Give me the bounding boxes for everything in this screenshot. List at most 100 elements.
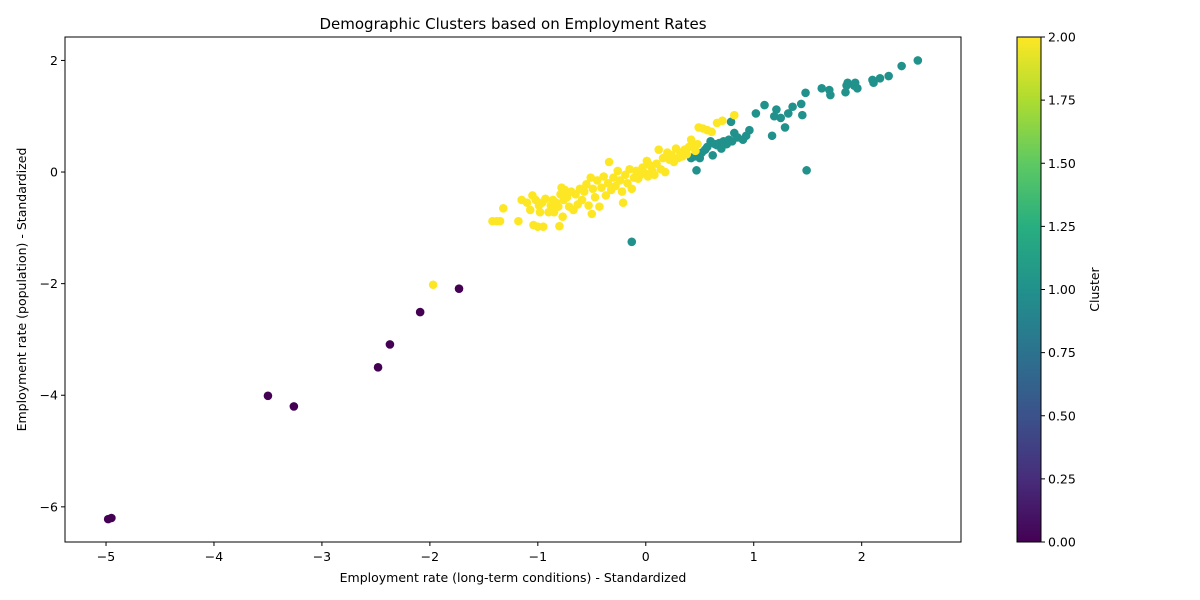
scatter-point	[541, 194, 550, 204]
y-tick-label: 2	[50, 53, 58, 68]
scatter-point	[590, 192, 600, 202]
scatter-point	[597, 183, 606, 192]
scatter-point	[595, 202, 604, 211]
scatter-point	[627, 184, 637, 194]
scatter-point	[801, 88, 810, 98]
y-tick-label: 0	[50, 165, 58, 180]
scatter-point	[535, 207, 545, 217]
colorbar-label: Cluster	[1087, 266, 1102, 311]
scatter-point	[682, 149, 692, 159]
scatter-point	[588, 184, 598, 194]
scatter-point	[667, 151, 676, 160]
scatter-point	[603, 178, 613, 188]
scatter-point	[373, 363, 383, 372]
plot-area	[64, 36, 962, 543]
scatter-point	[798, 110, 807, 120]
scatter-point	[853, 84, 862, 93]
scatter-point	[289, 402, 299, 411]
scatter-point	[718, 116, 727, 125]
colorbar-tick-label: 0.50	[1048, 408, 1076, 423]
x-tick-label: −5	[97, 549, 115, 564]
x-tick-label: 2	[858, 549, 866, 564]
x-tick-label: 1	[750, 549, 758, 564]
colorbar-gradient	[1017, 37, 1041, 542]
y-axis-ticks: −6 −4 −2 0 2	[40, 53, 65, 514]
scatter-point	[584, 201, 593, 210]
scatter-point	[599, 172, 608, 181]
scatter-point	[601, 191, 611, 200]
scatter-point	[609, 173, 618, 182]
colorbar-tick-label: 1.75	[1048, 93, 1076, 108]
scatter-point	[555, 221, 564, 231]
scatter-point	[654, 145, 664, 155]
scatter-point	[802, 166, 811, 175]
scatter-point	[869, 78, 878, 88]
scatter-point	[582, 180, 591, 189]
scatter-point	[587, 209, 597, 219]
y-tick-label: −2	[40, 276, 58, 291]
x-tick-label: 0	[642, 549, 650, 564]
colorbar-tick-label: 0.75	[1048, 345, 1076, 360]
scatter-point	[772, 105, 781, 114]
scatter-point	[660, 167, 670, 177]
y-tick-label: −4	[40, 388, 58, 403]
scatter-point	[613, 166, 623, 176]
scatter-point	[692, 166, 701, 175]
scatter-point	[707, 127, 716, 137]
scatter-point	[751, 109, 761, 118]
scatter-point	[495, 216, 505, 226]
scatter-point	[884, 71, 893, 81]
scatter-point	[415, 307, 425, 317]
scatter-point	[107, 513, 116, 523]
scatter-point	[817, 84, 827, 93]
scatter-point	[897, 61, 906, 71]
scatter-point	[841, 87, 850, 97]
scatter-point	[525, 205, 535, 215]
colorbar-tick-label: 1.50	[1048, 156, 1076, 171]
scatter-point	[627, 237, 637, 247]
x-tick-label: −1	[529, 549, 547, 564]
scatter-point	[558, 212, 567, 221]
scatter-point	[617, 187, 627, 196]
scatter-point	[708, 151, 718, 160]
colorbar-tick-label: 0.25	[1048, 471, 1076, 486]
scatter-point	[538, 222, 548, 232]
scatter-point	[776, 113, 786, 123]
scatter-point	[625, 164, 634, 174]
scatter-point	[726, 117, 736, 127]
scatter-point	[788, 102, 797, 112]
scatter-point	[913, 56, 923, 65]
scatter-point	[691, 146, 700, 156]
scatter-point	[767, 131, 777, 141]
points-layer	[103, 56, 923, 524]
scatter-point	[579, 187, 589, 196]
colorbar-tick-label: 2.00	[1048, 30, 1076, 45]
colorbar: 0.00 0.25 0.50 0.75 1.00 1.25 1.50 1.75 2.00 Clu…	[1016, 30, 1102, 550]
scatter-point	[615, 176, 625, 185]
x-axis-ticks: −5 −4 −3 −2 −1 0 1 2	[97, 542, 866, 564]
chart-title: Demographic Clusters based on Employment…	[319, 15, 706, 33]
scatter-point	[760, 100, 769, 110]
scatter-point	[454, 284, 464, 293]
scatter-point	[586, 173, 596, 182]
scatter-point	[514, 216, 523, 226]
scatter-point	[826, 90, 835, 100]
colorbar-ticks: 0.00 0.25 0.50 0.75 1.00 1.25 1.50 1.75 2.00	[1041, 30, 1076, 550]
scatter-point	[554, 202, 563, 211]
scatter-point	[693, 139, 702, 149]
scatter-point	[577, 195, 587, 205]
x-tick-label: −4	[205, 549, 223, 564]
colorbar-tick-label: 1.00	[1048, 282, 1076, 297]
x-axis-label: Employment rate (long-term conditions) -…	[340, 570, 687, 585]
scatter-point	[783, 109, 793, 118]
scatter-point	[592, 176, 602, 185]
plot-frame	[64, 36, 962, 543]
scatter-point	[604, 157, 614, 167]
colorbar-tick-label: 0.00	[1048, 535, 1076, 550]
colorbar-tick-label: 1.25	[1048, 219, 1076, 234]
y-tick-label: −6	[40, 499, 58, 514]
scatter-point	[780, 123, 790, 132]
scatter-point	[875, 73, 885, 83]
